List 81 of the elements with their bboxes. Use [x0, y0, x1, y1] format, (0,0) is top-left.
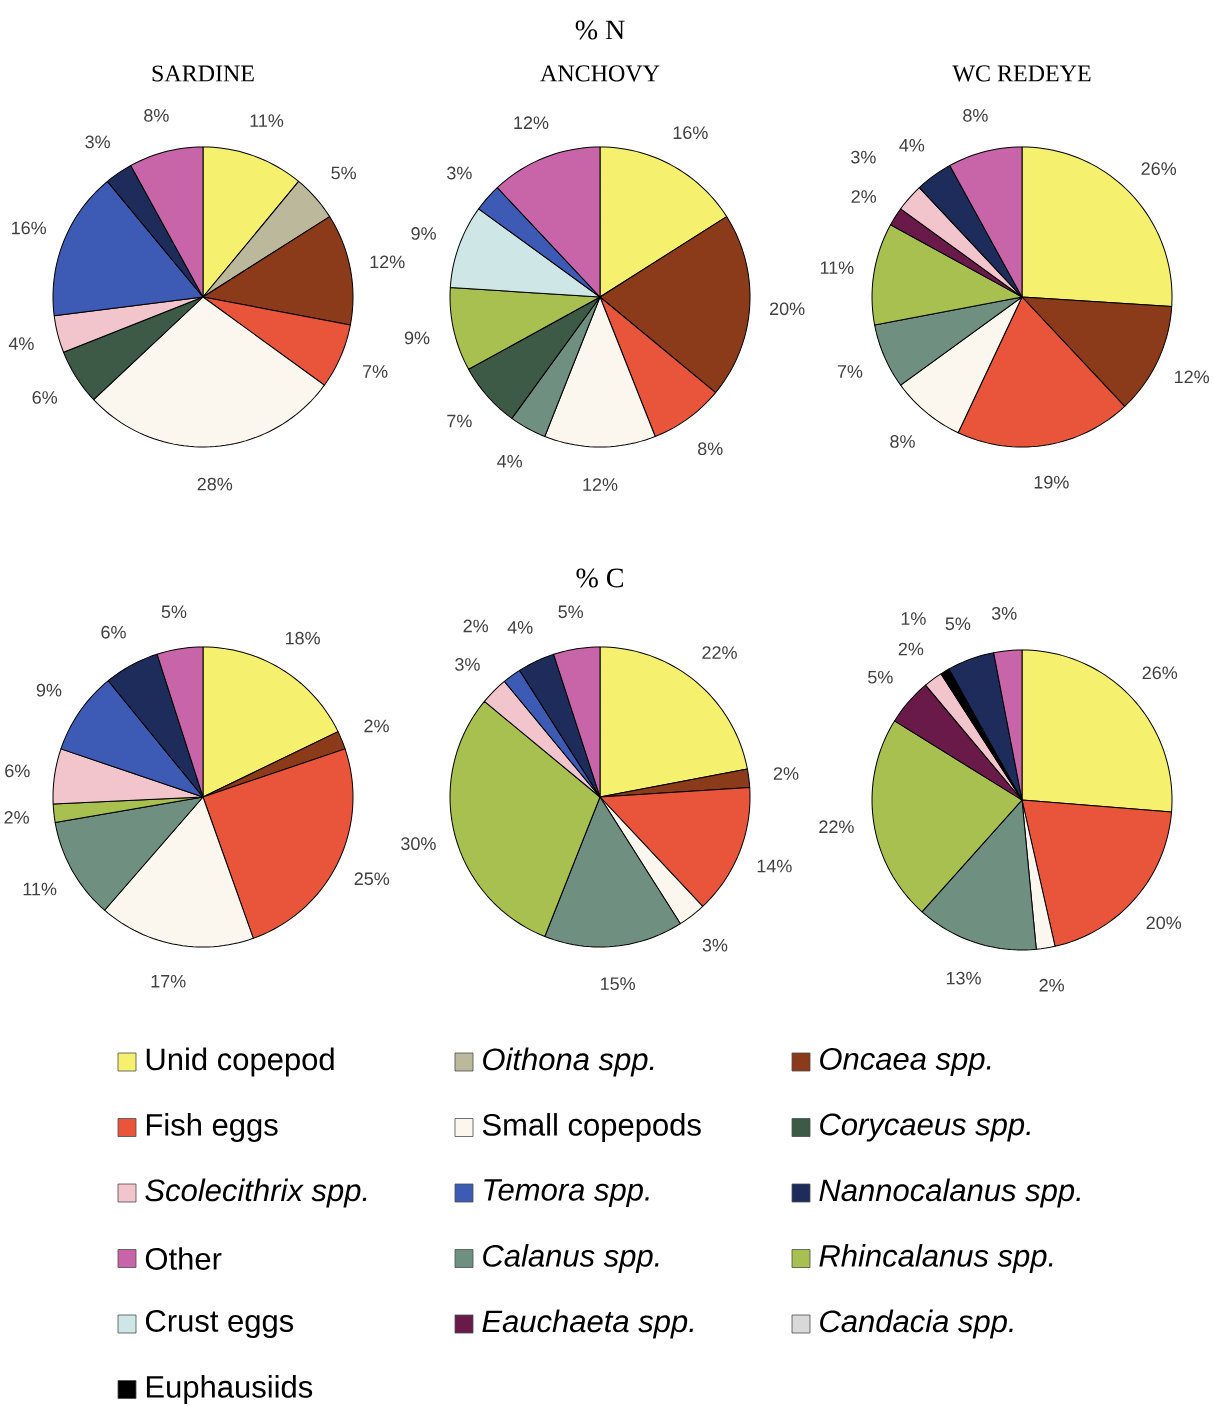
text: % N [575, 20, 625, 40]
data-label: 3% [455, 658, 480, 671]
data-label: 28% [197, 477, 233, 491]
data-label: 30% [401, 837, 436, 851]
data-label: 2% [4, 811, 29, 824]
data-label: 19% [1034, 475, 1069, 489]
data-label: 3% [851, 150, 876, 164]
data-label: 8% [963, 109, 988, 122]
data-label: 17% [151, 974, 186, 988]
data-label: 16% [673, 126, 708, 140]
data-label: 16% [12, 221, 47, 235]
data-label: 4% [507, 621, 533, 634]
category-label: Nannocalanus spp. [819, 1178, 1080, 1208]
data-label: 3% [702, 938, 728, 952]
data-label: 7% [447, 414, 472, 428]
data-label: 6% [32, 391, 58, 404]
data-label: 3% [447, 166, 472, 180]
data-label: 4% [8, 337, 34, 350]
category-label: Unid copepod [146, 1047, 334, 1077]
data-label: 1% [901, 612, 926, 625]
data-label: 5% [331, 166, 357, 180]
data-label: 9% [36, 683, 62, 697]
category-label: Oithona spp. [483, 1047, 654, 1077]
category-label: Eauchaeta spp. [482, 1309, 693, 1339]
data-label: 25% [354, 872, 390, 886]
data-label: 7% [837, 365, 863, 378]
data-label: 11% [820, 261, 854, 274]
category-label: Fish eggs [146, 1113, 278, 1142]
category-label: Small copepods [482, 1113, 701, 1142]
data-label: 12% [1175, 370, 1210, 384]
data-label: 8% [890, 435, 915, 448]
data-label: 4% [899, 139, 925, 152]
category-label: Temora spp. [484, 1179, 649, 1207]
category-label: Corycaeus spp. [820, 1113, 1030, 1142]
data-label: 20% [1146, 916, 1182, 930]
category-label: Oncaea spp. [820, 1047, 991, 1077]
data-label: 6% [5, 764, 30, 778]
data-label: 5% [558, 605, 584, 619]
data-label: 5% [161, 605, 187, 619]
data-label: 4% [497, 455, 523, 468]
data-label: 26% [1142, 666, 1178, 680]
data-label: 5% [868, 670, 893, 684]
category-label: Other [145, 1247, 222, 1270]
data-label: 2% [463, 619, 489, 633]
data-label: 20% [770, 302, 805, 316]
category-label: Crust eggs [145, 1309, 294, 1339]
chart-title: ANCHOVY [540, 65, 660, 82]
data-label: 22% [819, 820, 854, 834]
data-label: 7% [362, 365, 388, 378]
category-label: Candacia spp. [820, 1309, 1013, 1339]
data-label: 2% [851, 190, 877, 203]
data-label: 3% [85, 135, 110, 149]
data-label: 11% [250, 114, 284, 127]
data-label: 3% [991, 606, 1017, 620]
data-label: 9% [411, 227, 436, 240]
data-label: 12% [583, 478, 618, 491]
category-label: Calanus spp. [483, 1244, 659, 1273]
data-label: 26% [1141, 162, 1177, 176]
data-label: 22% [702, 646, 737, 659]
data-label: 8% [144, 109, 169, 122]
data-label: 9% [404, 331, 430, 345]
data-label: 5% [945, 617, 971, 631]
chart-title: WC REDEYE [952, 65, 1091, 82]
data-label: 6% [101, 625, 126, 639]
data-label: 2% [364, 719, 389, 733]
text: % C [576, 568, 623, 588]
category-label: Euphausiids [146, 1375, 313, 1404]
chart-title: SARDINE [152, 65, 254, 82]
data-label: 13% [946, 971, 981, 985]
data-label: 12% [514, 116, 549, 129]
data-label: 2% [773, 767, 799, 780]
data-label: 8% [697, 442, 723, 456]
category-label: Rhincalanus spp. [819, 1244, 1053, 1273]
data-label: 14% [757, 859, 792, 873]
data-label: 2% [1039, 978, 1065, 992]
category-label: Scolecithrix spp. [145, 1178, 367, 1208]
data-label: 12% [370, 255, 405, 269]
data-label: 18% [285, 631, 320, 645]
data-label: 2% [898, 642, 924, 656]
data-label: 11% [23, 882, 57, 896]
data-label: 15% [601, 977, 636, 991]
